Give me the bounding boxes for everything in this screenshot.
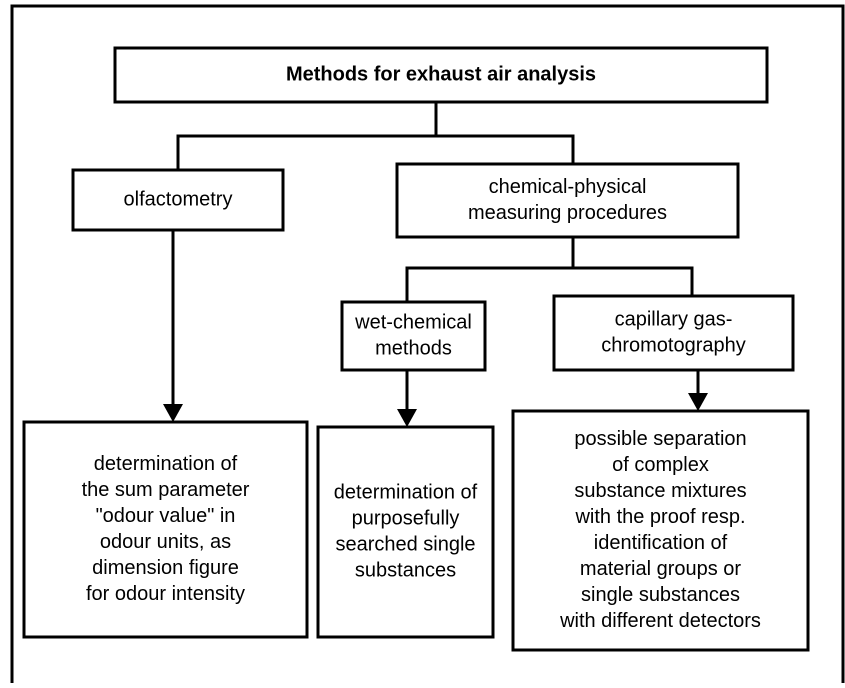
node-box (113, 46, 769, 104)
node-label: chromotography (601, 334, 746, 356)
node-label: substance mixtures (574, 480, 746, 502)
node-label: substances (355, 559, 456, 581)
node-label: wet-chemical (354, 311, 472, 333)
node-label: methods (375, 337, 452, 359)
node-label: the sum parameter (82, 479, 250, 501)
node-box (316, 425, 495, 639)
node-label: with different detectors (559, 610, 761, 632)
arrowhead (397, 409, 417, 427)
arrowhead (688, 393, 708, 411)
node-label: chemical-physical (489, 176, 647, 198)
frame (10, 4, 845, 683)
node-label: dimension figure (92, 557, 239, 579)
node-label: searched single (335, 533, 475, 555)
node-box (395, 162, 740, 239)
node-box (511, 409, 810, 652)
node-label: of complex (612, 454, 709, 476)
node-label: "odour value" in (96, 505, 236, 527)
node-label: for odour intensity (86, 583, 245, 605)
connector (405, 266, 694, 302)
node-label: possible separation (574, 428, 746, 450)
node-box (340, 300, 487, 372)
node-label: determination of (94, 453, 238, 475)
node-box (552, 294, 795, 372)
node-label: determination of (334, 481, 478, 503)
node-label: identification of (594, 532, 728, 554)
connector (176, 134, 575, 170)
node-label: Methods for exhaust air analysis (286, 63, 596, 85)
node-label: purposefully (352, 507, 460, 529)
node-label: capillary gas- (615, 308, 733, 330)
node-label: odour units, as (100, 531, 231, 553)
node-box (22, 420, 309, 639)
node-label: with the proof resp. (574, 506, 745, 528)
node-box (71, 168, 285, 232)
node-label: single substances (581, 584, 740, 606)
arrowhead (163, 404, 183, 422)
node-label: material groups or (580, 558, 742, 580)
node-label: olfactometry (124, 188, 233, 210)
node-label: measuring procedures (468, 202, 667, 224)
